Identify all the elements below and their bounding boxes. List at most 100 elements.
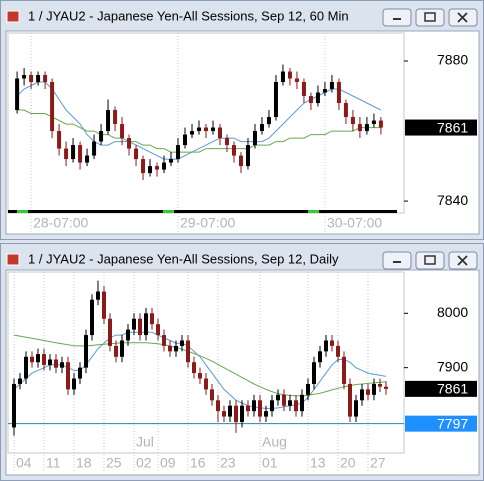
x-tick-label: 04	[16, 455, 32, 471]
candle-body	[348, 383, 352, 417]
candle-body	[29, 75, 34, 83]
y-tick-label: 7840	[437, 192, 468, 208]
minimize-button[interactable]	[382, 251, 412, 270]
candle-body	[324, 340, 328, 352]
candle-body	[190, 131, 195, 135]
candle-body	[169, 159, 174, 163]
session-marker	[17, 210, 28, 213]
candle-body	[336, 345, 340, 357]
candle-body	[108, 318, 112, 346]
candle-body	[85, 155, 90, 163]
candle-body	[134, 148, 139, 160]
candle-body	[150, 313, 154, 325]
candle-body	[138, 318, 142, 336]
candle-body	[238, 155, 243, 167]
candle-body	[22, 75, 27, 79]
candle-body	[240, 405, 244, 423]
candle-body	[36, 75, 41, 83]
candle-body	[354, 400, 358, 417]
session-marker	[308, 210, 319, 213]
candle-body	[99, 131, 104, 142]
candle-body	[64, 148, 69, 160]
candle-body	[318, 351, 322, 363]
candle-body	[180, 340, 184, 346]
candle-body	[113, 110, 118, 125]
candle-body	[357, 124, 362, 132]
candle-body	[378, 120, 383, 128]
candle-body	[15, 78, 20, 111]
candle-body	[192, 362, 196, 374]
x-tick-label: 01	[262, 455, 278, 471]
candle-body	[378, 383, 382, 387]
icon-glyph	[424, 12, 436, 22]
candle-body	[231, 145, 236, 156]
candle-body	[71, 145, 76, 160]
candle-body	[273, 82, 278, 118]
candle-body	[144, 313, 148, 336]
candle-body	[186, 340, 190, 363]
minimize-button[interactable]	[382, 8, 412, 27]
maximize-button[interactable]	[415, 251, 445, 270]
candle-body	[148, 166, 153, 174]
moving-average	[16, 81, 382, 160]
x-tick-label: 20	[340, 455, 356, 471]
candle-body	[366, 389, 370, 395]
candle-body	[245, 145, 250, 167]
candle-body	[308, 96, 313, 104]
candle-body	[42, 354, 46, 365]
icon-glyph	[457, 12, 468, 23]
candle-body	[36, 354, 40, 363]
candle-body	[217, 127, 222, 139]
candle-body	[259, 124, 264, 132]
candle-body	[258, 400, 262, 417]
candle-body	[288, 400, 292, 406]
candle-body	[198, 373, 202, 379]
candle-body	[66, 362, 70, 390]
moving-average	[13, 334, 387, 397]
candle-body	[18, 378, 22, 384]
candle-body	[24, 356, 28, 379]
candle-body	[234, 405, 238, 423]
candle-body	[364, 124, 369, 132]
x-tick-label: 27	[370, 455, 386, 471]
candle-body	[78, 367, 82, 379]
candle-body	[126, 329, 130, 341]
candle-body	[141, 159, 146, 174]
icon-glyph	[393, 18, 401, 20]
candle-body	[197, 127, 202, 132]
x-tick-label: 30-07:00	[327, 215, 382, 231]
candle-body	[300, 394, 304, 412]
candle-body	[48, 359, 52, 365]
candle-body	[183, 134, 188, 146]
session-bar	[8, 210, 397, 213]
window-title: 1 / JYAU2 - Japanese Yen-All Sessions, S…	[28, 8, 349, 23]
candle-body	[287, 71, 292, 79]
candle-body	[210, 127, 215, 132]
x-tick-label: 23	[220, 455, 236, 471]
candle-body	[78, 145, 83, 163]
candle-body	[162, 162, 167, 170]
x-tick-label: 16	[190, 455, 206, 471]
x-tick-label: 11	[46, 455, 61, 471]
last-price-box	[405, 380, 477, 397]
candle-body	[270, 400, 274, 412]
plot-area	[7, 32, 405, 214]
candle-body	[60, 362, 64, 368]
candle-body	[92, 141, 97, 156]
candle-body	[72, 378, 76, 390]
candle-body	[106, 110, 111, 132]
candle-body	[330, 340, 334, 346]
last-price-label: 7861	[437, 119, 468, 135]
candle-body	[306, 383, 310, 395]
x-tick-label: 25	[106, 455, 122, 471]
maximize-button[interactable]	[415, 8, 445, 27]
candle-body	[329, 82, 334, 90]
candle-body	[371, 120, 376, 125]
candle-body	[168, 345, 172, 352]
candle-body	[372, 383, 376, 395]
candle-body	[336, 82, 341, 104]
candle-body	[350, 117, 355, 125]
app-icon	[6, 253, 20, 266]
candle-body	[96, 291, 100, 300]
